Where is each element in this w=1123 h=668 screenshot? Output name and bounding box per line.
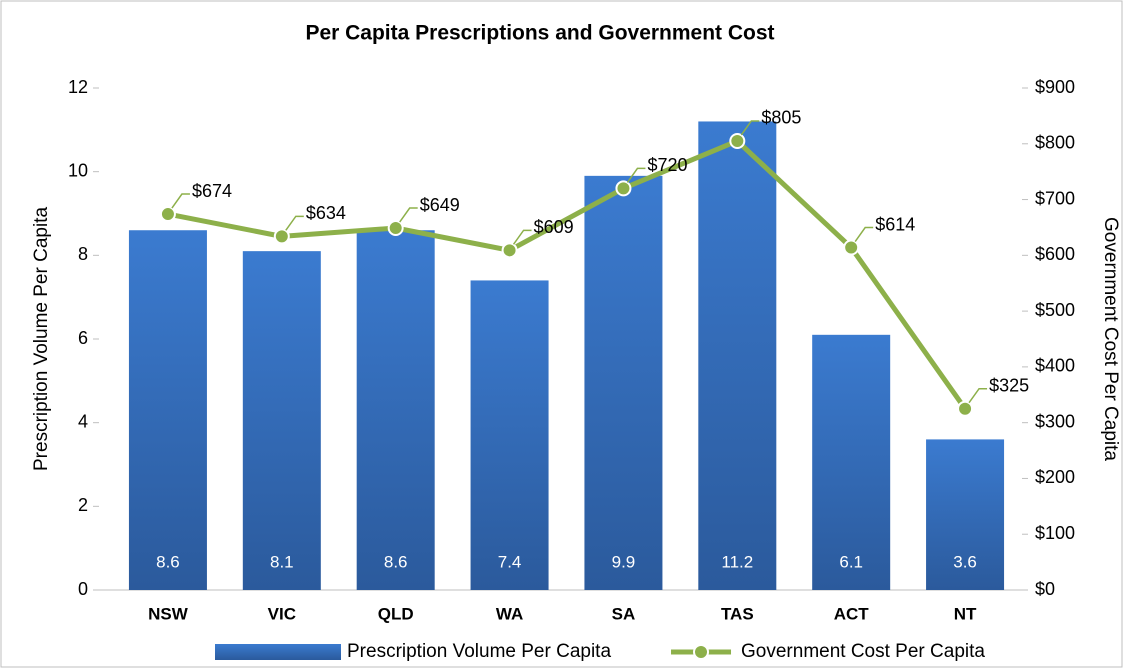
line-label: $649	[420, 195, 460, 215]
bar	[812, 334, 891, 590]
y-tick-label: 6	[78, 328, 88, 348]
legend-swatch-marker	[693, 644, 710, 660]
x-tick-label: TAS	[721, 604, 754, 623]
y-tick-label: 8	[78, 244, 88, 264]
label-leader	[740, 120, 760, 136]
bar	[698, 121, 777, 590]
y-axis-title: Prescription Volume Per Capita	[31, 207, 52, 471]
line-marker	[501, 242, 518, 259]
y2-tick-label: $500	[1035, 300, 1075, 320]
legend-label: Government Cost Per Capita	[741, 641, 985, 662]
line-marker	[615, 180, 632, 197]
y-tick-label: 10	[68, 160, 88, 180]
bar-label: 11.2	[721, 552, 753, 571]
bar	[584, 175, 663, 590]
x-tick-label: WA	[496, 604, 523, 623]
label-leader	[512, 229, 532, 245]
legend-label: Prescription Volume Per Capita	[347, 641, 611, 662]
y2-tick-label: $700	[1035, 188, 1075, 208]
line-label: $609	[534, 217, 574, 237]
label-leader	[968, 387, 988, 404]
line	[167, 138, 968, 411]
line-marker	[729, 132, 746, 149]
x-tick-label: ACT	[834, 604, 870, 623]
bar-label: 3.6	[953, 552, 977, 571]
y2-tick-label: $400	[1035, 356, 1075, 376]
label-leader	[626, 167, 646, 183]
label-leader	[854, 226, 874, 242]
label-leader	[171, 193, 190, 209]
line-marker	[159, 206, 176, 223]
label-leader	[399, 207, 418, 223]
bar	[470, 280, 549, 590]
x-tick-label: SA	[612, 604, 636, 623]
y2-tick-label: $300	[1035, 411, 1075, 431]
y-tick-label: 4	[78, 411, 88, 431]
y2-tick-label: $100	[1035, 523, 1075, 543]
line-marker	[957, 400, 974, 417]
bar-label: 8.1	[270, 552, 294, 571]
line-label: $720	[647, 155, 687, 175]
y-tick-label: 0	[78, 579, 88, 599]
label-leader	[285, 215, 304, 231]
line-label: $805	[761, 108, 801, 128]
bar-label: 8.6	[156, 552, 180, 571]
y2-axis-title: Government Cost Per Capita	[1100, 217, 1121, 461]
y2-tick-label: $200	[1035, 467, 1075, 487]
chart-title: Per Capita Prescriptions and Government …	[305, 22, 774, 45]
line-marker	[843, 239, 860, 256]
y2-tick-label: $0	[1035, 579, 1055, 599]
bar-label: 8.6	[384, 552, 408, 571]
line-label: $614	[875, 214, 915, 234]
bar	[356, 230, 435, 590]
bar	[242, 251, 321, 590]
y2-tick-label: $900	[1035, 77, 1075, 97]
line-label: $634	[306, 203, 346, 223]
y-tick-label: 2	[78, 495, 88, 515]
legend-swatch	[215, 644, 341, 660]
bar-label: 9.9	[612, 552, 636, 571]
y2-tick-label: $800	[1035, 133, 1075, 153]
line-label: $674	[192, 181, 232, 201]
bar-label: 7.4	[498, 552, 522, 571]
x-tick-label: VIC	[268, 604, 296, 623]
bar	[926, 439, 1005, 590]
bar-label: 6.1	[839, 552, 863, 571]
bar	[128, 230, 207, 590]
x-tick-label: NT	[954, 604, 977, 623]
line-marker	[273, 228, 290, 245]
y-tick-label: 12	[68, 77, 88, 97]
line-label: $325	[989, 375, 1029, 395]
x-tick-label: NSW	[148, 604, 189, 623]
line-marker	[387, 220, 404, 237]
y2-tick-label: $600	[1035, 244, 1075, 264]
x-tick-label: QLD	[378, 604, 414, 623]
